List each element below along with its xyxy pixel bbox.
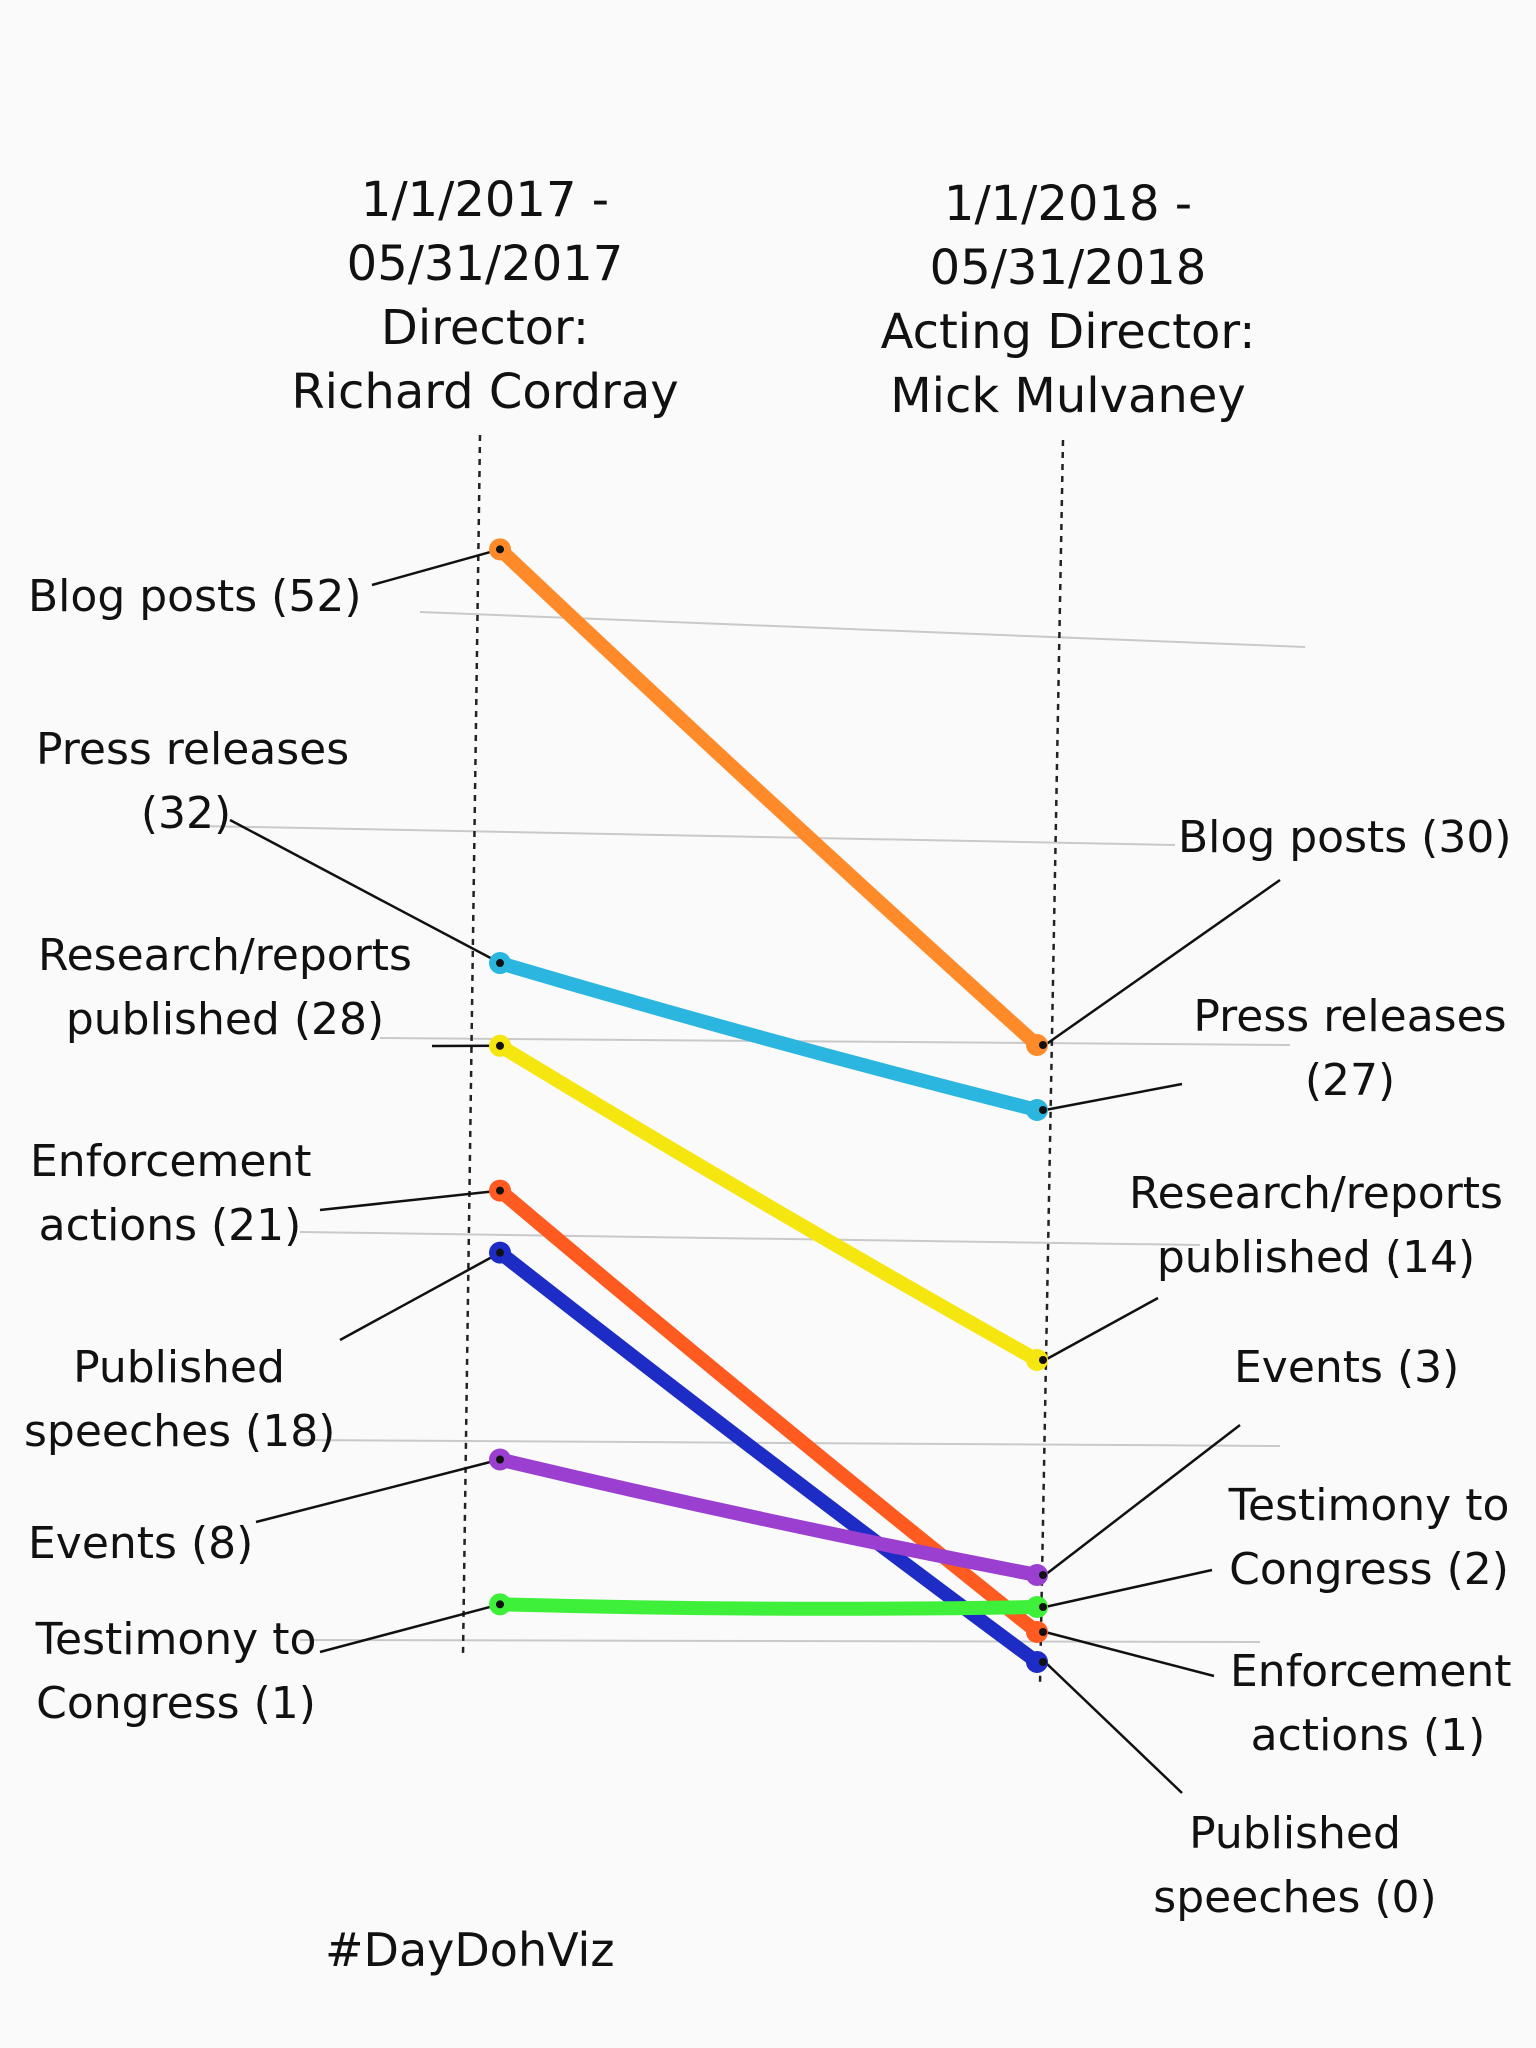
ruling-line <box>299 1231 1201 1246</box>
period-header-line: Acting Director: <box>880 304 1256 360</box>
point-2018-blog-posts <box>1026 1034 1048 1056</box>
point-pin <box>496 1455 504 1464</box>
right-label-research-reports: Research/reports published (14) <box>1120 1162 1512 1290</box>
series-line-testimony-to-congress <box>493 1597 1044 1616</box>
label-line: published (14) <box>1156 1232 1476 1283</box>
label-line: Published <box>1189 1808 1401 1859</box>
point-pin <box>496 1041 504 1050</box>
series-line-blog-posts <box>493 542 1044 1052</box>
label-line: Research/reports <box>1129 1168 1503 1219</box>
point-pin <box>496 1186 504 1195</box>
point-pin <box>496 545 504 554</box>
right-label-enforcement-actions: Enforcement actions (1) <box>1230 1640 1512 1768</box>
right-leader-line <box>1044 1630 1215 1678</box>
label-line: Testimony to <box>1228 1480 1510 1531</box>
left-leader-line <box>319 1189 501 1212</box>
period-header-line: 05/31/2017 <box>346 236 624 292</box>
point-pin <box>1039 1603 1047 1611</box>
point-pin <box>1039 1041 1047 1049</box>
label-line: speeches (0) <box>1153 1872 1437 1923</box>
point-pin <box>1039 1106 1047 1114</box>
point-pin <box>496 959 504 968</box>
label-line: Events (8) <box>28 1518 254 1569</box>
label-line: Research/reports <box>38 930 412 981</box>
hashtag: #DayDohViz <box>325 1923 615 1977</box>
point-pin <box>1039 1356 1047 1364</box>
right-leader-line <box>1044 1661 1183 1794</box>
left-label-press-releases: Press releases (32) <box>36 718 350 846</box>
left-leader-line <box>371 548 501 587</box>
label-line: speeches (18) <box>24 1406 336 1457</box>
series-line-press-releases <box>493 956 1044 1117</box>
label-line: Testimony to <box>35 1614 317 1665</box>
point-2018-research-reports-published <box>1026 1349 1048 1371</box>
right-label-blog-posts: Blog posts (30) <box>1178 806 1512 870</box>
label-line: Press releases <box>1193 991 1507 1042</box>
period-header-right: 1/1/2018 - 05/31/2018 Acting Director: M… <box>838 172 1298 428</box>
point-pin <box>1039 1571 1047 1579</box>
ruling-line <box>419 611 1306 648</box>
period-header-line: Director: <box>380 300 590 356</box>
right-leader-line <box>1044 1082 1183 1112</box>
right-leader-line <box>1044 1424 1241 1576</box>
point-2018-enforcement-actions <box>1026 1621 1048 1643</box>
left-label-enforcement-actions: Enforcement actions (21) <box>30 1130 312 1258</box>
ruling-line <box>199 825 1176 846</box>
left-leader-line <box>339 1251 501 1342</box>
label-line: Enforcement <box>1230 1646 1512 1697</box>
period-header-line: 1/1/2017 - <box>360 172 610 228</box>
left-leader-line <box>255 1458 501 1524</box>
point-2018-testimony-to-congress <box>1026 1596 1048 1618</box>
label-line: (27) <box>1304 1055 1396 1106</box>
label-line: (32) <box>140 788 232 839</box>
left-leader-line <box>229 818 501 965</box>
right-label-testimony: Testimony to Congress (2) <box>1224 1474 1514 1602</box>
right-leader-line <box>1044 1568 1213 1609</box>
left-label-published-speeches: Published speeches (18) <box>24 1336 336 1464</box>
ruling-line <box>379 1037 1291 1046</box>
point-pin <box>1039 1628 1047 1636</box>
label-line: published (28) <box>65 994 385 1045</box>
right-label-events: Events (3) <box>1234 1336 1459 1400</box>
right-leader-line <box>1044 1296 1159 1362</box>
left-label-testimony: Testimony to Congress (1) <box>26 1608 326 1736</box>
point-2018-events <box>1026 1564 1048 1586</box>
period-header-left: 1/1/2017 - 05/31/2017 Director: Richard … <box>255 168 715 424</box>
label-line: Congress (2) <box>1229 1544 1509 1595</box>
left-leader-line <box>319 1603 501 1654</box>
ruling-line <box>299 1439 1281 1447</box>
right-label-press-releases: Press releases (27) <box>1190 985 1510 1113</box>
period-axis-right <box>1038 439 1065 1686</box>
label-line: Press releases <box>36 724 350 775</box>
label-line: Enforcement <box>30 1136 312 1187</box>
label-line: actions (1) <box>1250 1710 1486 1761</box>
point-pin <box>1039 1658 1047 1666</box>
right-leader-line <box>1044 878 1281 1047</box>
point-2018-published-speeches <box>1026 1651 1048 1673</box>
series-line-enforcement-actions <box>493 1183 1044 1639</box>
point-2018-press-releases <box>1026 1099 1048 1121</box>
series-line-research-reports-published <box>493 1038 1044 1367</box>
point-pin <box>496 1600 504 1609</box>
period-header-line: Richard Cordray <box>291 364 679 420</box>
label-line: Blog posts (52) <box>28 571 362 622</box>
label-line: Congress (1) <box>36 1678 316 1729</box>
ruling-line <box>299 1639 1261 1643</box>
period-header-line: Mick Mulvaney <box>890 368 1246 424</box>
right-label-published-speeches: Published speeches (0) <box>1150 1802 1440 1930</box>
left-label-research-reports: Research/reports published (28) <box>30 924 420 1052</box>
period-header-line: 1/1/2018 - <box>943 176 1193 232</box>
label-line: actions (21) <box>38 1200 302 1251</box>
series-line-events <box>493 1452 1044 1582</box>
label-line: Blog posts (30) <box>1178 812 1512 863</box>
left-label-blog-posts: Blog posts (52) <box>28 565 362 629</box>
label-line: Published <box>73 1342 285 1393</box>
label-line: Events (3) <box>1234 1342 1460 1393</box>
period-header-line: 05/31/2018 <box>929 240 1207 296</box>
point-pin <box>496 1248 504 1257</box>
left-label-events: Events (8) <box>28 1512 253 1576</box>
